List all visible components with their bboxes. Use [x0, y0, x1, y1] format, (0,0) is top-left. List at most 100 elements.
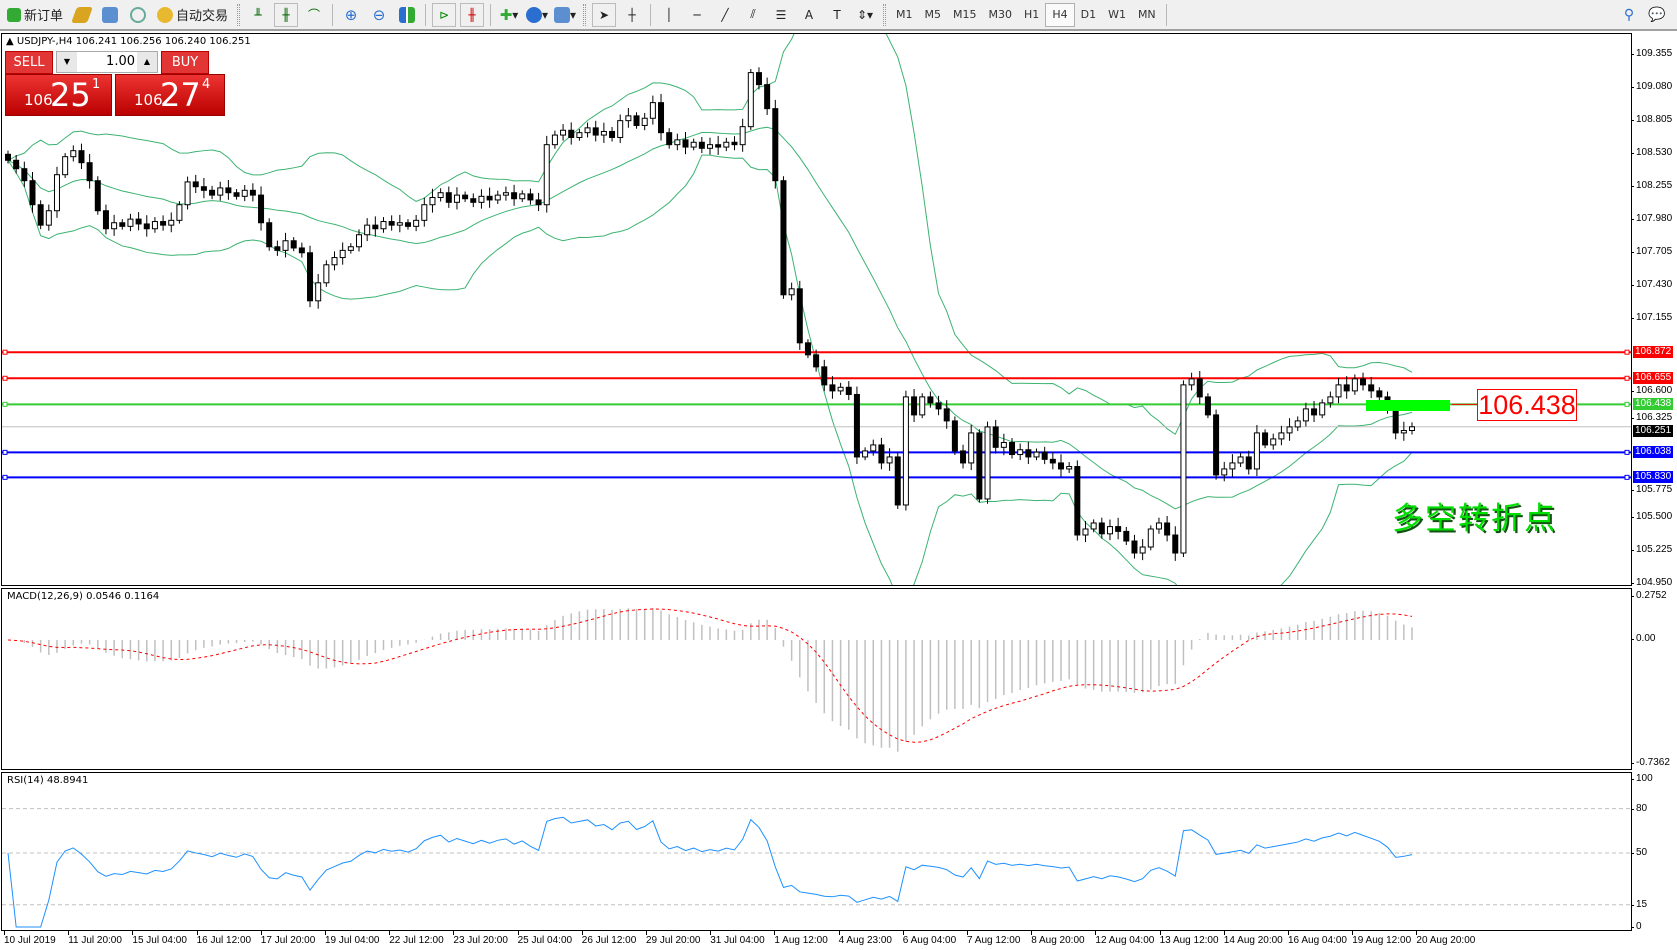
bear-candle-body: [1262, 432, 1269, 446]
bull-candle-body: [1229, 462, 1236, 470]
time-axis-label: 14 Aug 20:00: [1223, 931, 1283, 946]
periods-button[interactable]: ▾: [525, 3, 549, 27]
trendline-button[interactable]: ╱: [713, 3, 737, 27]
bull-candle-body: [1237, 456, 1244, 464]
bear-candle-body: [249, 189, 256, 196]
timeframe-m15[interactable]: M15: [953, 8, 977, 21]
lots-increase-button[interactable]: ▲: [137, 52, 157, 72]
navigator-button[interactable]: [98, 3, 122, 27]
ask-price-button[interactable]: 106 27 4: [115, 74, 225, 116]
templates-button[interactable]: ▾: [553, 3, 577, 27]
bid-price-button[interactable]: 106 25 1: [5, 74, 112, 116]
tile-windows-button[interactable]: [395, 3, 419, 27]
candle: [1123, 526, 1130, 546]
candle: [902, 390, 909, 511]
timeframe-d1[interactable]: D1: [1080, 8, 1097, 21]
fibonacci-button[interactable]: ☰: [769, 3, 793, 27]
crosshair-button[interactable]: ┼: [620, 3, 644, 27]
rsi-pane[interactable]: RSI(14) 48.8941: [1, 772, 1632, 931]
indicators-button[interactable]: ✚ ▾: [499, 5, 519, 24]
lots-decrease-button[interactable]: ▼: [57, 52, 77, 72]
template-icon: [554, 6, 571, 23]
time-axis-label: 22 Jul 12:00: [389, 931, 444, 946]
candle: [70, 145, 77, 162]
chart-shift-button[interactable]: ╫: [460, 2, 485, 27]
separator: [490, 3, 492, 26]
timeframe-mn[interactable]: MN: [1137, 8, 1156, 21]
bear-candle-body: [960, 450, 967, 464]
bull-candle-body: [862, 450, 869, 458]
candle: [788, 282, 795, 301]
text-button[interactable]: A: [797, 3, 821, 27]
timeframe-w1[interactable]: W1: [1108, 8, 1126, 21]
bar-chart-button[interactable]: ╨: [246, 3, 270, 27]
vertical-line-button[interactable]: │: [657, 3, 681, 27]
candle: [1172, 526, 1179, 561]
bear-candle-body: [1376, 390, 1383, 398]
text-label-button[interactable]: T: [825, 3, 849, 27]
price-axis[interactable]: 109.355 109.080 108.805 108.530 108.255 107.9…: [1630, 33, 1677, 932]
pivot-zone-rectangle[interactable]: [1366, 400, 1450, 411]
time-axis-label: 26 Jul 12:00: [581, 931, 637, 946]
bull-candle-body: [331, 257, 338, 266]
equidistant-channel-button[interactable]: ⫽: [741, 3, 765, 27]
new-order-button[interactable]: 新订单: [4, 3, 66, 27]
candle: [1074, 460, 1081, 541]
bear-candle-body: [445, 192, 452, 203]
time-axis-label: 17 Jul 20:00: [260, 931, 316, 946]
search-button[interactable]: ⚲: [1617, 3, 1641, 27]
buy-button[interactable]: BUY: [161, 51, 209, 74]
candle: [184, 176, 191, 210]
level-anchor-handle: [2, 474, 8, 480]
candle: [829, 376, 836, 399]
cursor-button[interactable]: ➤: [592, 2, 617, 27]
bull-candle-body: [1033, 451, 1040, 458]
auto-trading-button[interactable]: 自动交易: [154, 3, 231, 27]
bull-candle-body: [1319, 402, 1326, 416]
candle: [323, 260, 330, 287]
pivot-annotation-text[interactable]: 多空转折点: [1392, 501, 1557, 537]
bid-prefix: 106: [24, 91, 53, 109]
signals-button[interactable]: [126, 3, 150, 27]
candle: [249, 183, 256, 202]
price-level-tag: 106.251: [1633, 424, 1674, 437]
main-chart-pane[interactable]: ▲ USDJPY-,H4 106.241 106.256 106.240 106…: [1, 33, 1632, 586]
ask-pips: 27: [160, 76, 201, 114]
timeframe-h1[interactable]: H1: [1024, 8, 1040, 21]
sell-button[interactable]: SELL: [5, 51, 53, 74]
chat-button[interactable]: 💬: [1645, 3, 1669, 27]
one-click-trading-panel: SELL ▼ 1.00 ▲ BUY 106 25 1 106 27 4: [5, 51, 225, 116]
bid-pips: 25: [50, 76, 91, 114]
market-watch-button[interactable]: [70, 3, 94, 27]
price-axis-label: 109.080: [1630, 81, 1673, 93]
toolbar-grip[interactable]: [237, 3, 241, 26]
zoom-out-button[interactable]: ⊖: [367, 3, 391, 27]
candlestick-button[interactable]: ╫: [274, 2, 299, 27]
time-axis[interactable]: 10 Jul 2019 11 Jul 20:00 15 Jul 04:00 16 Ju…: [0, 931, 1677, 950]
candle: [53, 166, 60, 218]
pivot-price-label[interactable]: 106.438: [1477, 389, 1577, 421]
lots-input[interactable]: 1.00: [106, 54, 135, 69]
timeframe-m1[interactable]: M1: [896, 8, 913, 21]
timeframe-h4[interactable]: H4: [1045, 2, 1075, 27]
bear-candle-body: [160, 221, 167, 226]
bear-candle-body: [192, 181, 199, 188]
macd-signal-line: [7, 608, 1413, 743]
toolbar-grip[interactable]: [583, 3, 587, 26]
timeframe-m5[interactable]: M5: [924, 8, 942, 21]
horizontal-line-button[interactable]: ─: [685, 3, 709, 27]
macd-pane[interactable]: MACD(12,26,9) 0.0546 0.1164: [1, 588, 1632, 770]
toolbar-grip[interactable]: [883, 3, 887, 26]
line-chart-button[interactable]: ⌒: [302, 3, 326, 27]
timeframe-m30[interactable]: M30: [988, 8, 1013, 21]
candle: [356, 229, 362, 252]
arrows-button[interactable]: ⇕ ▾: [856, 7, 874, 22]
candle: [1025, 441, 1032, 465]
candle: [984, 421, 991, 504]
auto-scroll-button[interactable]: ⊳: [432, 2, 457, 27]
candle: [723, 137, 730, 152]
zoom-in-button[interactable]: ⊕: [339, 3, 363, 27]
bull-candle-body: [1400, 430, 1407, 434]
bull-candle-body: [1286, 426, 1293, 434]
bull-candle-body: [1351, 378, 1358, 392]
